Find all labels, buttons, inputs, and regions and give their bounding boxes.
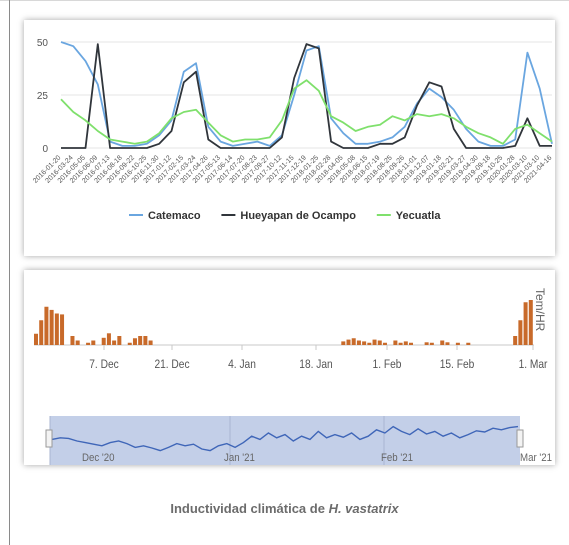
x-tick-label: 21. Dec [154, 358, 190, 371]
bar [367, 342, 372, 345]
bar [393, 340, 398, 345]
x-tick-label: 15. Feb [440, 358, 475, 371]
y-tick-label: 25 [37, 91, 49, 102]
bar [341, 341, 346, 345]
bar [513, 336, 518, 345]
bar [424, 342, 429, 345]
bar [377, 340, 382, 345]
bar [466, 342, 471, 345]
bar [429, 342, 434, 345]
bar [528, 300, 533, 345]
legend-label: Yecuatla [396, 210, 442, 222]
bar [445, 342, 450, 345]
bar-chart-card: 7. Dec 21. Dec 4. Jan 18. Jan 1. Feb 15. Feb 1… [24, 270, 555, 465]
bar [356, 340, 361, 345]
legend-label: Catemaco [148, 210, 201, 222]
bar [382, 342, 387, 345]
bar [518, 320, 523, 345]
bar [54, 313, 59, 345]
y-tick-label: 50 [37, 38, 49, 49]
bar [34, 333, 39, 345]
series-line [60, 41, 553, 147]
bar [117, 336, 122, 345]
x-tick-label: 7. Dec [89, 358, 119, 371]
x-tick-label: 1. Mar [519, 358, 548, 371]
bar [112, 340, 117, 345]
series-line [61, 43, 552, 149]
bar [409, 342, 414, 345]
navigator-line [51, 425, 519, 452]
caption-prefix: Inductividad climática de [170, 501, 329, 516]
x-tick-label: 18. Jan [299, 358, 332, 371]
bar [148, 340, 153, 345]
navigator-label: Jan '21 [224, 453, 255, 465]
bar [91, 340, 96, 345]
bar [523, 302, 528, 345]
bar [132, 338, 137, 345]
bar [127, 342, 132, 345]
navigator-range [50, 416, 520, 465]
navigator-handle-right[interactable] [516, 429, 524, 448]
bar [372, 339, 377, 345]
bar [44, 306, 49, 345]
y-axis-title: Tem/HR [533, 288, 547, 332]
bar [70, 336, 75, 345]
line-chart: 025502016-01-202016-03-242016-05-052016-… [32, 38, 553, 222]
bar [106, 333, 111, 345]
bar [346, 339, 351, 345]
bar-chart: 7. Dec 21. Dec 4. Jan 18. Jan 1. Feb 15. Feb 1… [34, 288, 552, 465]
navigator-label: Mar '21 [520, 453, 552, 465]
bar [138, 336, 143, 345]
y-tick-label: 0 [42, 144, 48, 155]
left-divider [9, 0, 10, 545]
caption-species: H. vastatrix [328, 501, 399, 516]
series-line [60, 79, 553, 145]
bar [86, 342, 91, 345]
bar [49, 309, 54, 345]
bar [101, 337, 106, 345]
bar [440, 340, 445, 345]
navigator-label: Feb '21 [381, 453, 413, 465]
top-divider [0, 0, 569, 1]
navigator-handle-left[interactable] [45, 429, 53, 448]
bar [39, 320, 44, 345]
line-chart-card: 0 25 50 2016-01-20 2016-03-24 2016-05-05 2016-… [24, 20, 555, 256]
figure-caption: Inductividad climática de H. vastatrix [0, 501, 569, 516]
navigator-label: Dec '20 [82, 453, 115, 465]
bar [455, 342, 460, 345]
bar [75, 340, 80, 345]
bar [362, 341, 367, 345]
bar [351, 338, 356, 345]
bar [60, 314, 65, 345]
bar [398, 342, 403, 345]
bar [403, 341, 408, 345]
legend-label: Hueyapan de Ocampo [240, 210, 356, 222]
bar [143, 336, 148, 345]
x-tick-label: 4. Jan [228, 358, 256, 371]
x-tick-label: 1. Feb [373, 358, 402, 371]
